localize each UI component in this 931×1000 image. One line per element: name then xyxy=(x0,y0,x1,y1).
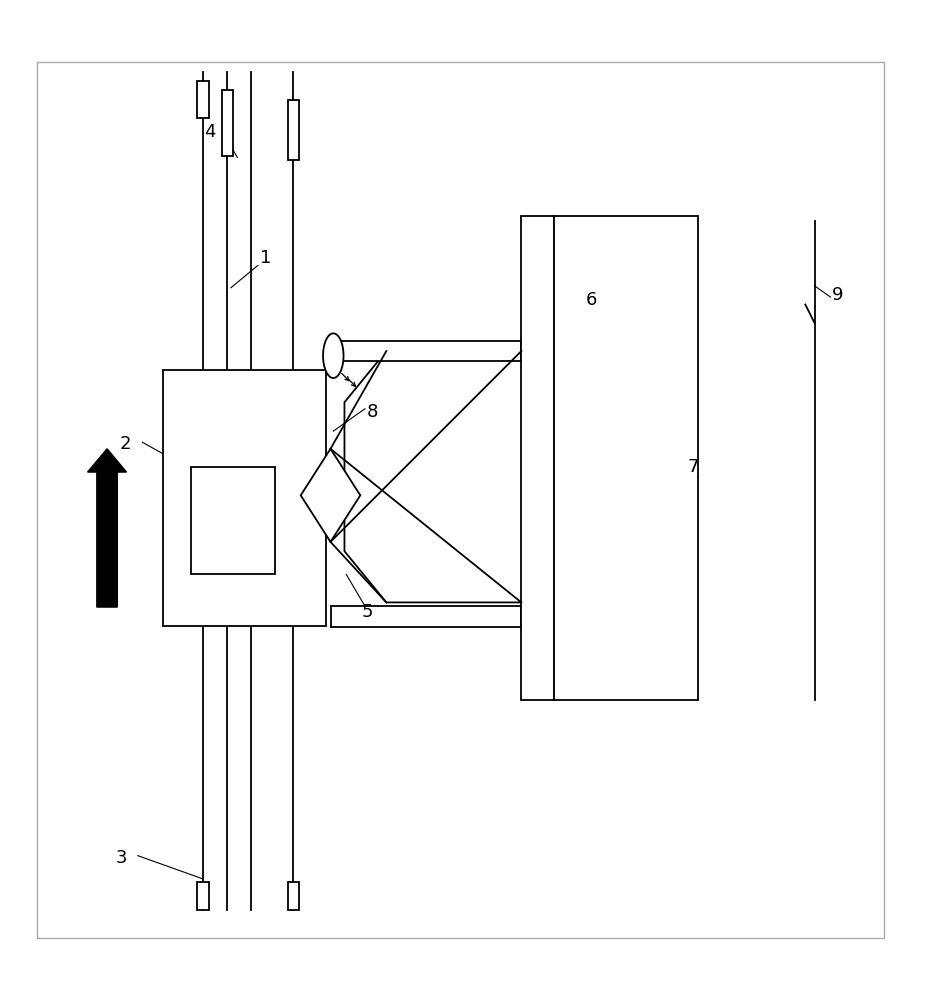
Text: 8: 8 xyxy=(367,403,378,421)
Text: 4: 4 xyxy=(204,123,215,141)
FancyArrow shape xyxy=(88,449,127,607)
Bar xyxy=(331,606,521,627)
Bar xyxy=(197,882,209,910)
Bar xyxy=(191,467,275,574)
Bar xyxy=(163,370,326,626)
Bar xyxy=(288,100,299,160)
Polygon shape xyxy=(301,449,360,542)
Text: 3: 3 xyxy=(115,849,127,867)
Text: 2: 2 xyxy=(120,435,131,453)
Bar xyxy=(288,882,299,910)
Text: 5: 5 xyxy=(362,603,373,621)
Text: 1: 1 xyxy=(260,249,271,267)
Bar xyxy=(222,90,233,156)
Bar xyxy=(197,81,209,118)
Bar xyxy=(331,341,521,361)
Polygon shape xyxy=(344,351,563,602)
Ellipse shape xyxy=(323,333,344,378)
Text: 7: 7 xyxy=(688,458,699,476)
Bar xyxy=(554,216,698,700)
Text: 6: 6 xyxy=(586,291,597,309)
Bar xyxy=(521,216,554,700)
Text: 9: 9 xyxy=(832,286,843,304)
